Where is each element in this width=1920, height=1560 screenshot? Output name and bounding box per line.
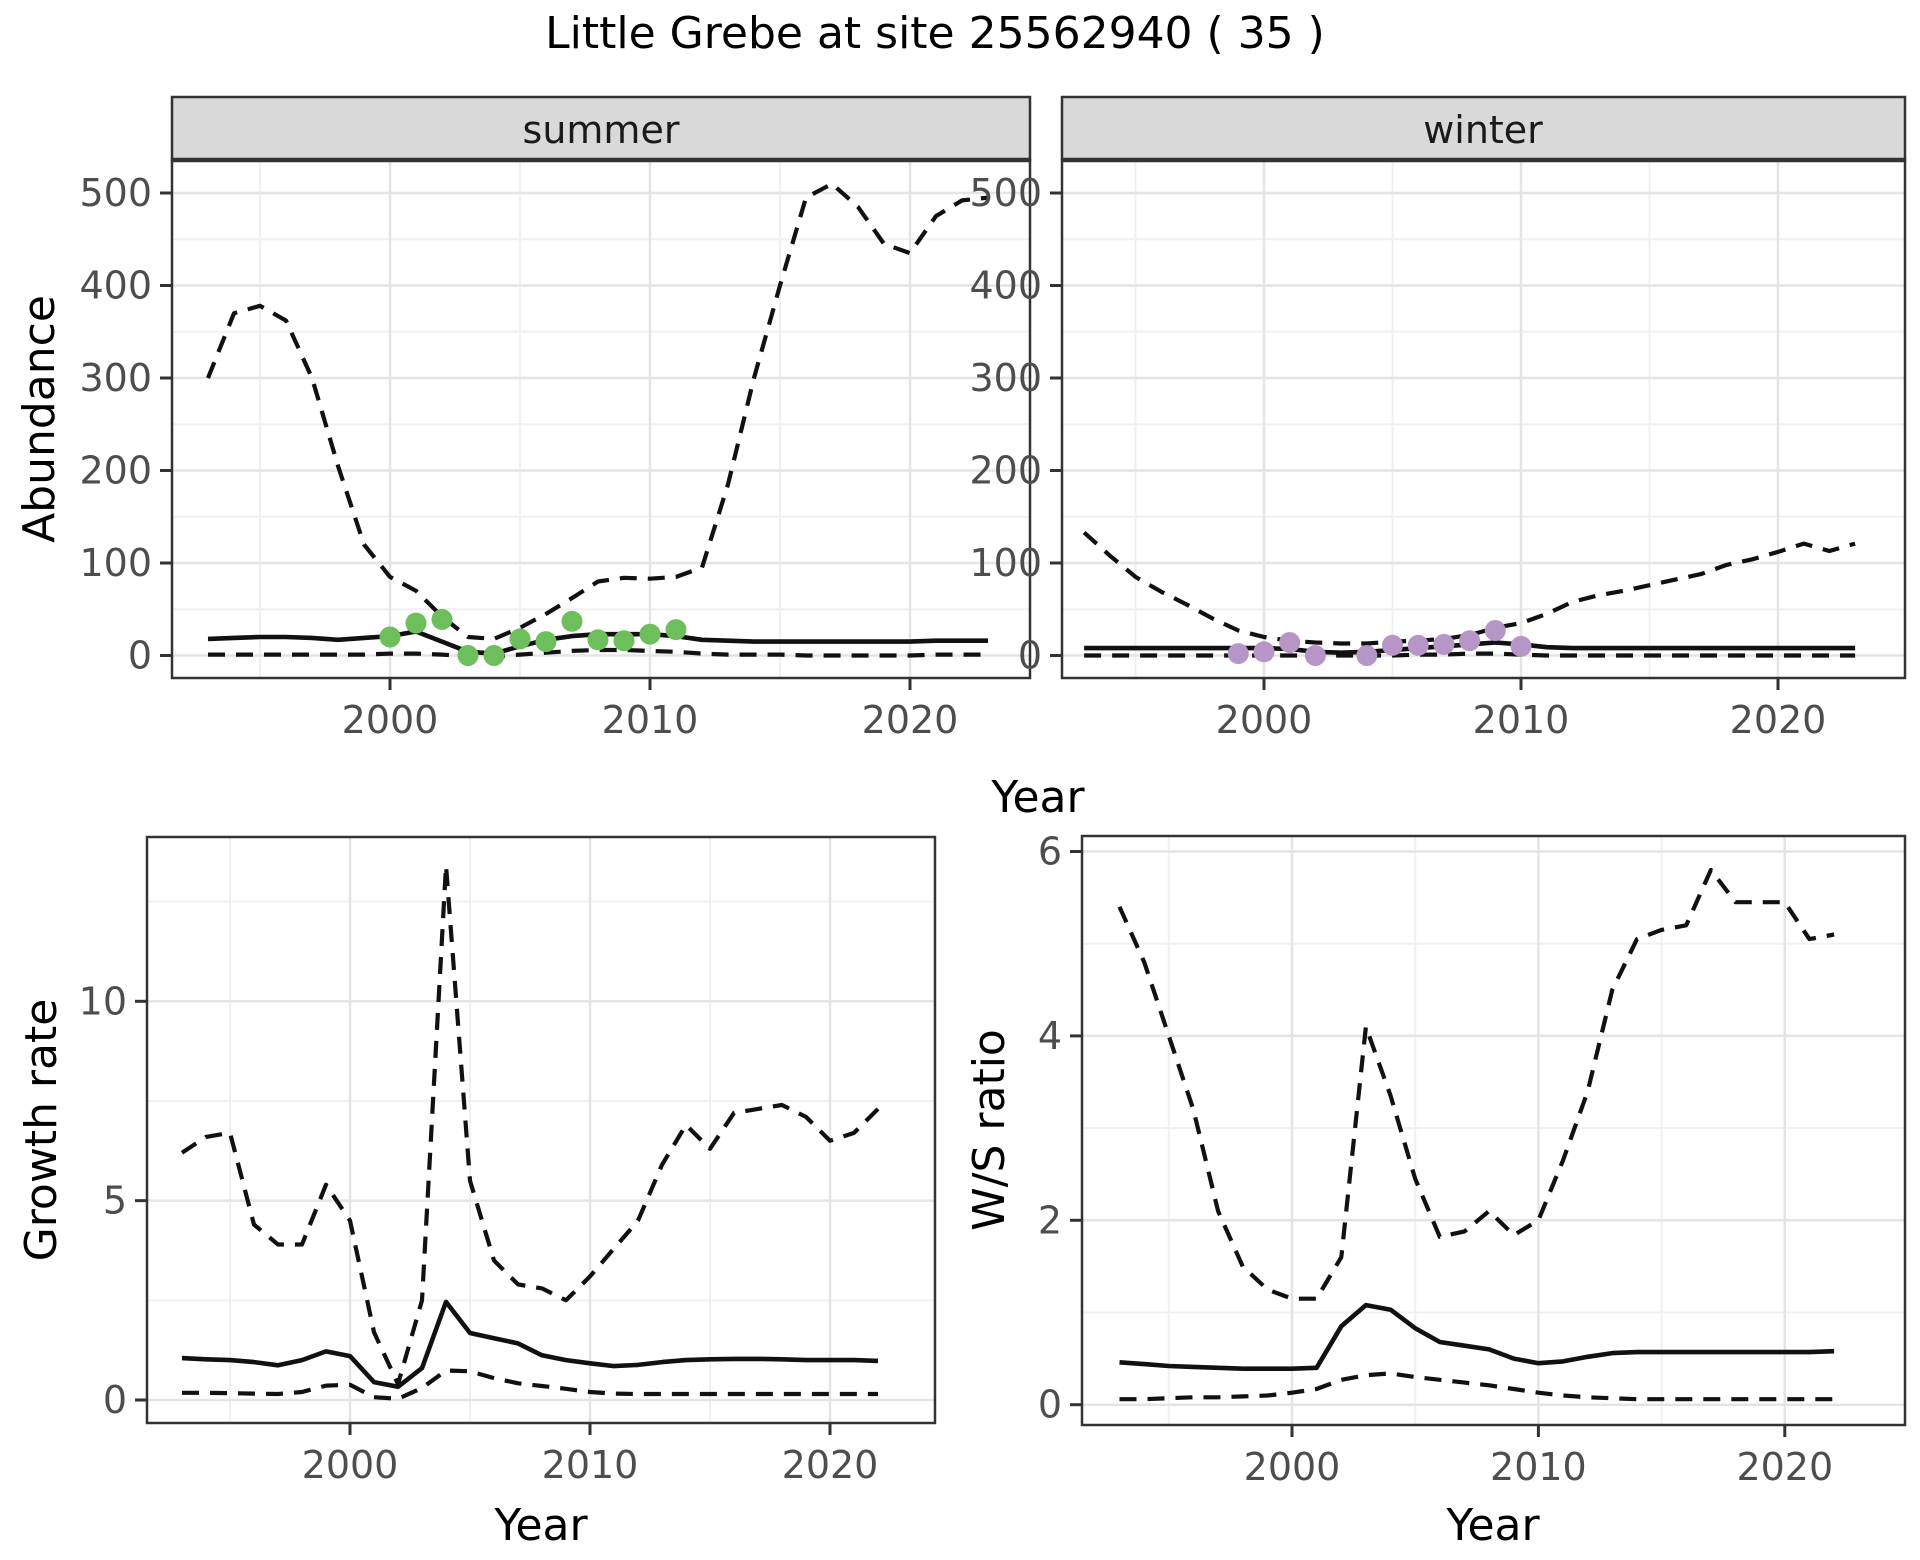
y-axis-title-growth-rate: Growth rate <box>16 999 67 1262</box>
y-tick-label: 0 <box>1018 634 1042 678</box>
x-tick-label: 2010 <box>542 1443 639 1487</box>
y-tick-label: 100 <box>969 541 1042 585</box>
panel-ws-ratio: 2000 2010 2020 0 2 4 6 <box>1038 830 1907 1489</box>
observed-counts-winter <box>1227 620 1532 666</box>
x-tick-label: 2000 <box>342 698 439 742</box>
panel-background-ws-ratio <box>1082 836 1905 1425</box>
y-axis-title-ws-ratio: W/S ratio <box>964 1029 1015 1231</box>
y-tick-label: 300 <box>969 356 1042 400</box>
x-tick-label: 2010 <box>602 698 699 742</box>
panel-summer-abundance: 2000 2010 2020 0 100 200 300 400 500 <box>79 158 1032 742</box>
y-tick-label: 10 <box>79 979 127 1023</box>
panel-background-summer-abundance <box>172 160 1030 678</box>
data-point <box>379 626 401 648</box>
x-tick-label: 2010 <box>1490 1445 1587 1489</box>
ws-ratio-upper-ci-line <box>1117 867 1835 1301</box>
x-axis-title-year-bottom-right: Year <box>1445 1500 1540 1551</box>
x-tick-label: 2020 <box>1736 1445 1833 1489</box>
data-point <box>483 645 505 666</box>
data-point <box>587 629 609 651</box>
summer-abundance-lower-ci-line <box>208 647 988 659</box>
data-point <box>1459 630 1481 652</box>
data-point <box>1407 634 1429 656</box>
y-tick-label: 5 <box>103 1179 127 1223</box>
data-point <box>431 608 453 630</box>
growth-rate-upper-ci-line <box>180 863 880 1387</box>
facet-strip-summer: summer <box>170 95 1032 162</box>
facet-strip-summer-label: summer <box>523 108 680 152</box>
panel-background-winter-abundance <box>1062 160 1905 678</box>
data-point <box>1253 641 1275 663</box>
y-tick-label: 200 <box>969 449 1042 493</box>
y-tick-label: 4 <box>1038 1014 1062 1058</box>
y-tick-label: 500 <box>79 171 152 215</box>
y-tick-label: 300 <box>79 356 152 400</box>
data-point <box>405 612 427 634</box>
x-tick-label: 2010 <box>1473 698 1570 742</box>
panel-background-growth-rate <box>147 837 935 1423</box>
winter-abundance-lower-ci-line <box>1084 651 1856 658</box>
growth-rate-estimate-line <box>181 1299 879 1390</box>
y-tick-label: 200 <box>79 449 152 493</box>
y-tick-label: 0 <box>1038 1383 1062 1427</box>
summer-abundance-upper-ci-line <box>206 181 989 642</box>
y-axis-title-abundance: Abundance <box>14 295 65 543</box>
data-point <box>1510 635 1532 657</box>
data-point <box>1227 643 1249 665</box>
data-point <box>457 645 479 666</box>
x-tick-label: 2000 <box>302 1443 399 1487</box>
y-tick-label: 400 <box>969 264 1042 308</box>
growth-rate-lower-ci-line <box>182 1368 878 1401</box>
y-tick-label: 0 <box>103 1378 127 1422</box>
y-tick-label: 2 <box>1038 1198 1062 1242</box>
ws-ratio-lower-ci-line <box>1119 1371 1835 1402</box>
data-point <box>1279 632 1301 653</box>
y-tick-label: 100 <box>79 541 152 585</box>
x-tick-label: 2020 <box>862 698 959 742</box>
panel-growth-rate: 2000 2010 2020 0 5 10 <box>79 835 937 1487</box>
facet-strip-winter-label: winter <box>1423 108 1543 152</box>
x-tick-label: 2000 <box>1244 1445 1341 1489</box>
data-point <box>561 610 583 632</box>
winter-abundance-upper-ci-line <box>1082 530 1856 646</box>
x-axis-title-year-top: Year <box>990 772 1085 823</box>
data-point <box>1433 633 1455 655</box>
data-point <box>665 619 687 641</box>
y-tick-label: 500 <box>969 171 1042 215</box>
panel-border-ws-ratio <box>1080 834 1907 1427</box>
x-tick-label: 2020 <box>1730 698 1827 742</box>
data-point <box>1356 645 1378 666</box>
data-point <box>1304 645 1326 666</box>
facet-strip-winter: winter <box>1060 95 1907 162</box>
x-tick-label: 2020 <box>782 1443 879 1487</box>
panel-winter-abundance: 2000 2010 2020 0 100 200 300 400 500 <box>969 158 1907 742</box>
data-point <box>1484 620 1506 641</box>
figure-title: Little Grebe at site 25562940 ( 35 ) <box>545 8 1325 59</box>
x-tick-label: 2000 <box>1216 698 1313 742</box>
x-axis-title-year-bottom-left: Year <box>493 1500 588 1551</box>
data-point <box>535 631 557 653</box>
data-point <box>1382 634 1403 656</box>
ws-ratio-estimate-line <box>1119 1302 1835 1371</box>
y-tick-label: 0 <box>128 634 152 678</box>
panel-border-growth-rate <box>145 835 937 1425</box>
data-point <box>639 623 661 645</box>
y-tick-label: 400 <box>79 264 152 308</box>
y-tick-label: 6 <box>1038 830 1062 874</box>
data-point <box>613 630 635 652</box>
data-point <box>509 628 531 650</box>
observed-counts-summer <box>379 608 687 666</box>
